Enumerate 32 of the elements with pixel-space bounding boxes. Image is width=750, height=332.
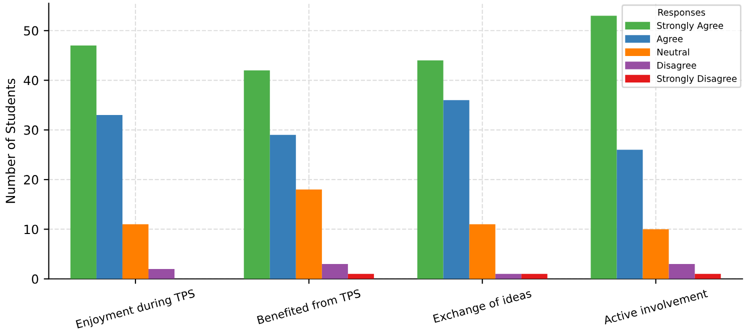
y-tick-label: 40 <box>24 76 38 86</box>
bar <box>694 274 721 279</box>
bar <box>521 274 548 279</box>
bar <box>417 60 444 279</box>
bar <box>270 134 296 279</box>
legend-label: Neutral <box>657 48 690 56</box>
bar <box>616 150 643 279</box>
legend-label: Disagree <box>657 62 696 70</box>
y-axis-title: Number of Students <box>5 78 16 203</box>
y-tick-label: 10 <box>24 224 38 234</box>
bar <box>443 100 470 279</box>
bar <box>322 264 348 279</box>
bar <box>590 16 617 279</box>
y-tick-label: 0 <box>32 274 38 284</box>
y-tick-label: 30 <box>24 125 38 135</box>
bar <box>244 70 270 279</box>
bar <box>70 46 96 279</box>
legend-title: Responses <box>658 9 706 18</box>
legend-label: Strongly Disagree <box>657 74 737 84</box>
bar <box>348 274 374 279</box>
bar <box>469 224 496 279</box>
bar <box>495 274 522 279</box>
bar <box>296 190 322 279</box>
legend-label: Agree <box>656 36 683 44</box>
bar <box>668 264 695 279</box>
bar <box>642 229 669 279</box>
bar <box>96 115 122 279</box>
y-tick-label: 50 <box>24 26 38 36</box>
legend-label: Strongly Agree <box>657 22 724 31</box>
bar <box>148 268 174 279</box>
y-tick-label: 20 <box>24 175 38 185</box>
bar <box>122 224 148 279</box>
